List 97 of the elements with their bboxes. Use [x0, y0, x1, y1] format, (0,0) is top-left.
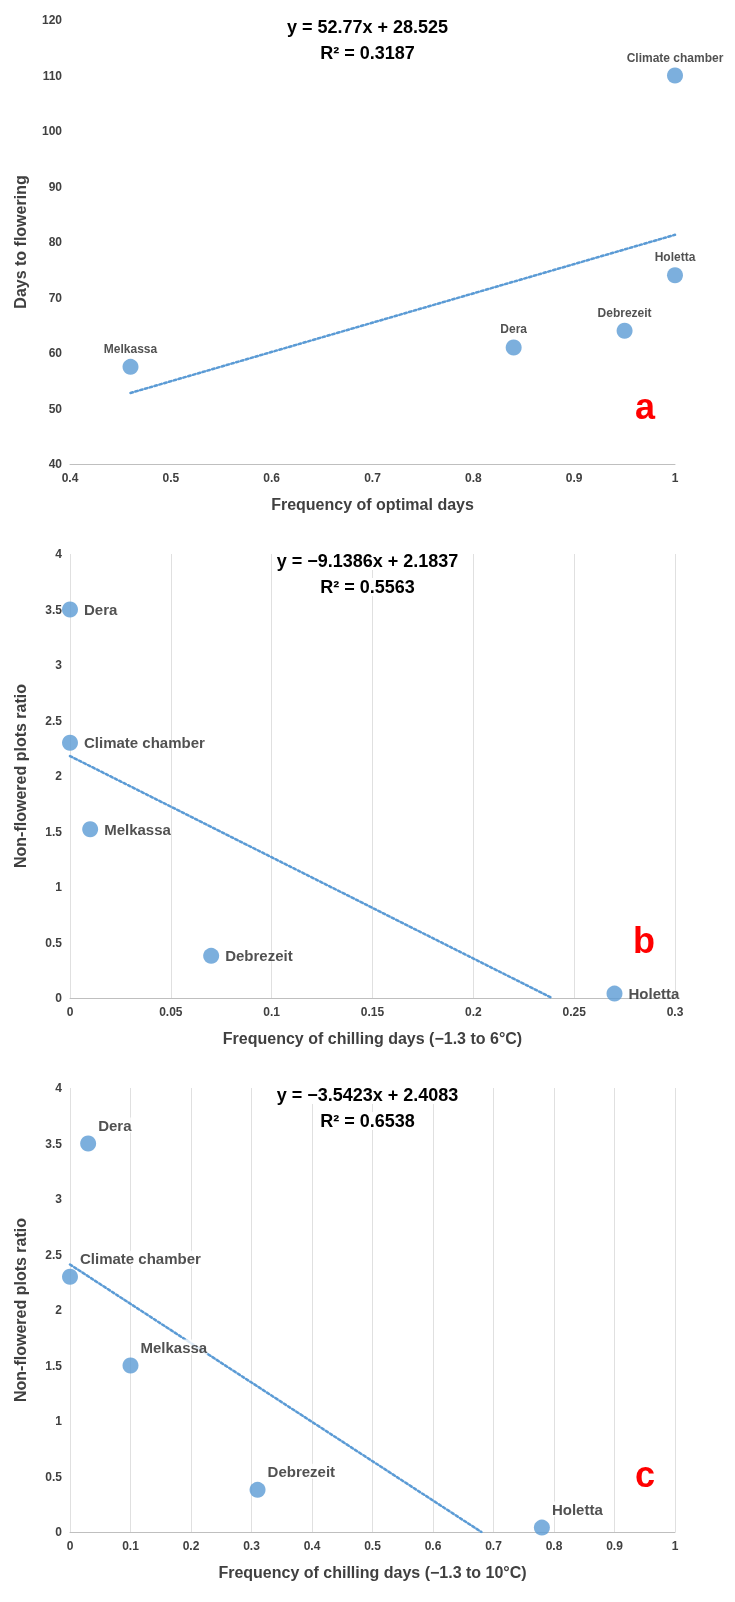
y-tick-label: 90	[48, 179, 63, 194]
x-tick-label: 0.8	[464, 471, 482, 485]
x-tick-label: 0.7	[485, 1539, 503, 1553]
point	[62, 734, 78, 751]
x-tick-label: 0.6	[263, 471, 281, 485]
y-tick-label: 0.5	[45, 935, 63, 950]
y-tick-label: 3.5	[45, 602, 63, 617]
x-tick-label: 0.2	[464, 1005, 482, 1019]
y-tick-label: 40	[48, 457, 63, 471]
annotation: Holetta	[628, 985, 680, 1003]
annotation: Holetta	[551, 1500, 604, 1518]
x-tick-label: 0.5	[364, 1539, 382, 1553]
x-tick-label: 0.25	[562, 1005, 587, 1019]
x-tick-label: 0.4	[303, 1539, 321, 1553]
point	[122, 358, 139, 375]
annotation: Holetta	[654, 250, 696, 265]
x-tick-label: 0.3	[666, 1005, 684, 1019]
annotation: Climate chamber	[84, 734, 206, 752]
y-tick-label: 0	[55, 991, 63, 1005]
annotation: Debrezeit	[597, 305, 652, 320]
annotation: y = −9.1386x + 2.1837	[276, 551, 459, 571]
y-tick-label: 2.5	[45, 713, 63, 728]
y-tick-label: 2.5	[45, 1247, 63, 1262]
x-tick-label: 0.05	[159, 1005, 183, 1019]
y-axis-title: Non-flowered plots ratio	[11, 1217, 29, 1402]
annotation: y = −3.5423x + 2.4083	[276, 1085, 459, 1105]
point	[80, 1135, 97, 1152]
annotation: Climate chamber	[80, 1249, 202, 1267]
point	[606, 985, 623, 1002]
y-tick-label: 100	[41, 124, 63, 138]
y-tick-label: 0	[55, 1525, 63, 1539]
x-tick-label: 0.6	[424, 1539, 442, 1553]
annotation: Melkassa	[140, 1338, 208, 1356]
point	[203, 947, 220, 964]
annotation: Debrezeit	[225, 947, 293, 965]
y-tick-label: 1	[55, 1414, 63, 1428]
y-tick-label: 70	[48, 290, 63, 305]
annotation: Melkassa	[104, 820, 172, 838]
x-tick-label: 0.2	[182, 1539, 200, 1553]
x-tick-label: 0.1	[122, 1539, 140, 1553]
x-axis-title: Frequency of chilling days (−1.3 to 10°C)	[218, 1563, 527, 1581]
y-tick-label: 110	[42, 68, 63, 83]
x-axis-title: Frequency of optimal days	[271, 495, 474, 513]
x-tick-label: 0	[66, 1005, 74, 1019]
x-axis-title: Frequency of chilling days (−1.3 to 6°C)	[222, 1029, 523, 1047]
annotation: Dera	[98, 1116, 133, 1134]
point	[616, 322, 633, 339]
x-tick-label: 0.8	[545, 1539, 563, 1553]
point	[122, 1357, 139, 1374]
x-tick-label: 0.4	[61, 471, 79, 485]
x-tick-label: 0.15	[360, 1005, 385, 1019]
y-tick-label: 1.5	[45, 824, 63, 839]
x-tick-label: 0.7	[364, 471, 382, 485]
y-tick-label: 3	[55, 658, 63, 672]
x-tick-label: 0.1	[263, 1005, 281, 1019]
annotation: R² = 0.6538	[320, 1111, 415, 1131]
x-tick-label: 0.9	[606, 1539, 624, 1553]
annotation: Debrezeit	[267, 1462, 336, 1480]
y-axis-title: Days to flowering	[11, 175, 29, 309]
y-tick-label: 0.5	[45, 1469, 63, 1484]
x-tick-label: 0	[66, 1539, 74, 1553]
point	[249, 1481, 266, 1498]
point	[667, 267, 683, 284]
y-tick-label: 1	[55, 880, 63, 894]
x-tick-label: 0.5	[162, 471, 180, 485]
annotation: R² = 0.3187	[320, 43, 415, 63]
annotation: b	[633, 919, 656, 961]
y-tick-label: 3.5	[45, 1136, 63, 1151]
point	[667, 67, 683, 84]
annotation: c	[634, 1453, 656, 1495]
y-tick-label: 3	[55, 1192, 63, 1206]
y-tick-label: 1.5	[45, 1358, 63, 1373]
y-tick-label: 60	[48, 346, 63, 360]
point	[533, 1519, 550, 1536]
annotation: y = 52.77x + 28.525	[286, 17, 449, 37]
y-tick-label: 2	[55, 769, 63, 783]
x-tick-label: 0.3	[243, 1539, 261, 1553]
point	[62, 601, 78, 618]
annotation: R² = 0.5563	[320, 577, 415, 597]
annotation: Dera	[500, 322, 528, 337]
x-tick-label: 1	[671, 1539, 679, 1553]
x-tick-label: 1	[671, 471, 679, 485]
y-tick-label: 4	[55, 547, 63, 561]
y-tick-label: 4	[55, 1081, 63, 1095]
y-tick-label: 80	[48, 235, 63, 249]
point	[82, 821, 99, 838]
point	[62, 1268, 78, 1285]
point	[505, 339, 522, 356]
annotation: a	[634, 385, 656, 427]
y-tick-label: 50	[48, 401, 63, 416]
x-tick-label: 0.9	[565, 471, 583, 485]
y-tick-label: 2	[55, 1303, 63, 1317]
y-tick-label: 120	[41, 13, 63, 27]
y-axis-title: Non-flowered plots ratio	[11, 683, 29, 868]
annotation: Melkassa	[103, 341, 158, 356]
annotation: Climate chamber	[626, 50, 724, 65]
annotation: Dera	[84, 601, 119, 618]
